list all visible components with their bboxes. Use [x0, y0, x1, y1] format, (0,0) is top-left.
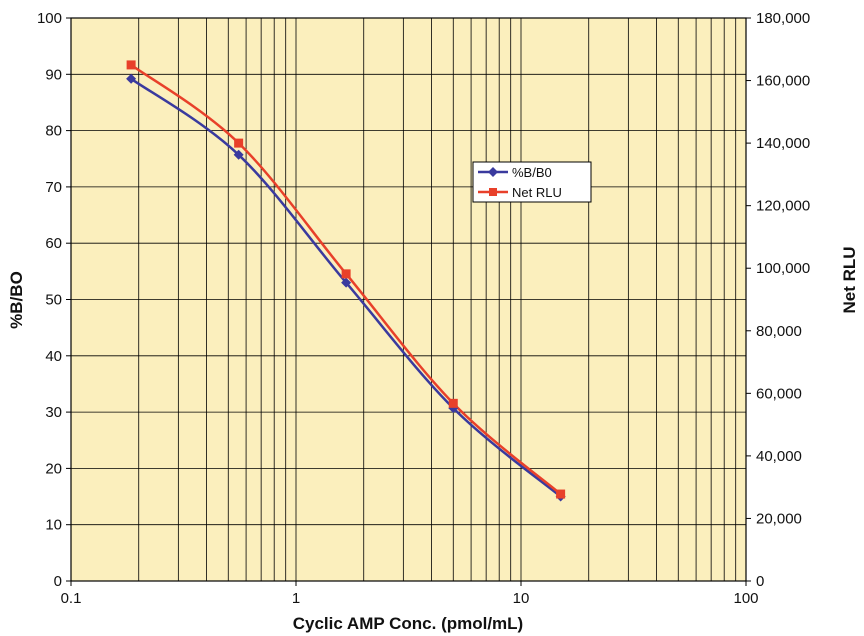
y2-axis-title: Net RLU	[840, 246, 859, 313]
left-tick-label: 70	[45, 179, 62, 196]
legend: %B/B0 Net RLU	[472, 161, 592, 203]
legend-label-series-1: %B/B0	[512, 165, 552, 180]
left-tick-label: 0	[54, 573, 62, 590]
x-axis-ticks: 0.1 1 10 100	[61, 581, 759, 607]
legend-label-series-2: Net RLU	[512, 185, 562, 200]
data-point-square	[234, 138, 244, 148]
left-tick-label: 80	[45, 123, 62, 140]
x-axis-title: Cyclic AMP Conc. (pmol/mL)	[293, 614, 523, 633]
left-tick-label: 90	[45, 66, 62, 83]
legend-marker-diamond-icon	[488, 167, 498, 177]
left-tick-label: 100	[37, 10, 62, 27]
data-point-square	[556, 489, 566, 499]
left-tick-label: 40	[45, 348, 62, 365]
data-point-diamond	[126, 73, 137, 84]
right-tick-label: 120,000	[756, 198, 810, 215]
left-tick-label: 20	[45, 460, 62, 477]
left-tick-label: 50	[45, 292, 62, 309]
right-tick-label: 60,000	[756, 385, 802, 402]
right-tick-label: 40,000	[756, 448, 802, 465]
right-tick-label: 80,000	[756, 323, 802, 340]
data-point-square	[341, 269, 351, 279]
right-tick-label: 0	[756, 573, 764, 590]
x-tick-label: 1	[292, 590, 300, 607]
data-point-square	[126, 60, 136, 70]
right-axis-ticks: 0 20,000 40,000 60,000 80,000 100,000 120,000 1…	[746, 10, 810, 590]
left-axis-ticks: 0 10 20 30 40 50 60 70 80 90 100	[37, 10, 71, 590]
left-tick-label: 10	[45, 517, 62, 534]
right-tick-label: 140,000	[756, 135, 810, 152]
right-tick-label: 180,000	[756, 10, 810, 27]
left-tick-label: 30	[45, 404, 62, 421]
x-tick-label: 0.1	[61, 590, 82, 607]
y-axis-title: %B/BO	[7, 271, 26, 329]
data-point-diamond	[341, 277, 352, 288]
left-tick-label: 60	[45, 235, 62, 252]
right-tick-label: 160,000	[756, 73, 810, 90]
series-markers	[126, 60, 566, 502]
legend-marker-square-icon	[489, 188, 497, 196]
x-tick-label: 100	[733, 590, 758, 607]
x-tick-label: 10	[513, 590, 530, 607]
right-tick-label: 20,000	[756, 510, 802, 527]
data-point-diamond	[233, 149, 244, 160]
data-point-square	[448, 398, 458, 408]
right-tick-label: 100,000	[756, 260, 810, 277]
